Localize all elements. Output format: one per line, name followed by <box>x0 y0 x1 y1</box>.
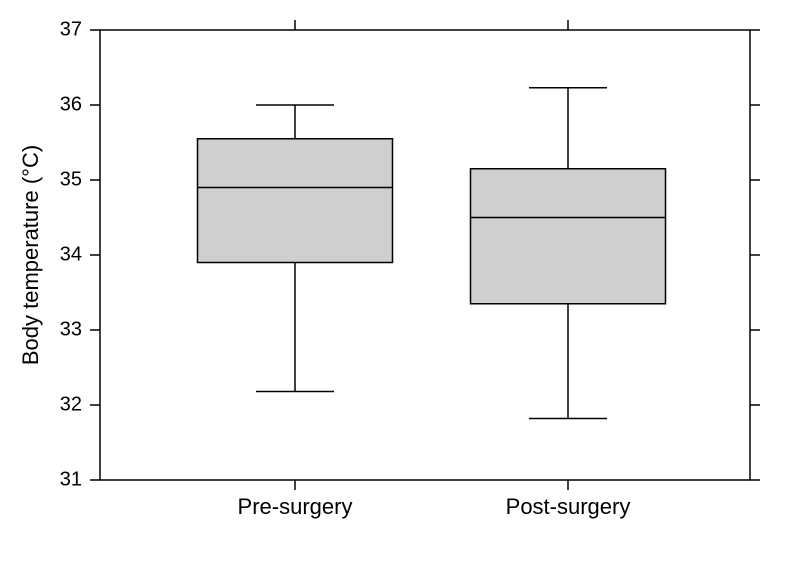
boxplots <box>198 88 666 419</box>
y-axis-label: Body temperature (°C) <box>18 145 43 365</box>
x-category-label: Pre-surgery <box>238 494 353 519</box>
y-tick-label: 32 <box>60 393 82 415</box>
y-tick-label: 35 <box>60 168 82 190</box>
y-tick-label: 37 <box>60 18 82 40</box>
y-tick-label: 36 <box>60 93 82 115</box>
y-tick-label: 33 <box>60 318 82 340</box>
boxplot-pre-surgery <box>198 105 393 392</box>
boxplot-chart: 31 32 33 34 35 36 37 Body temperature (°C) Pre… <box>0 0 796 572</box>
boxplot-post-surgery <box>471 88 666 419</box>
y-tick-label: 34 <box>60 243 82 265</box>
chart-svg: 31 32 33 34 35 36 37 Body temperature (°C) Pre… <box>0 0 796 572</box>
y-tick-label: 31 <box>60 468 82 490</box>
x-category-label: Post-surgery <box>506 494 631 519</box>
